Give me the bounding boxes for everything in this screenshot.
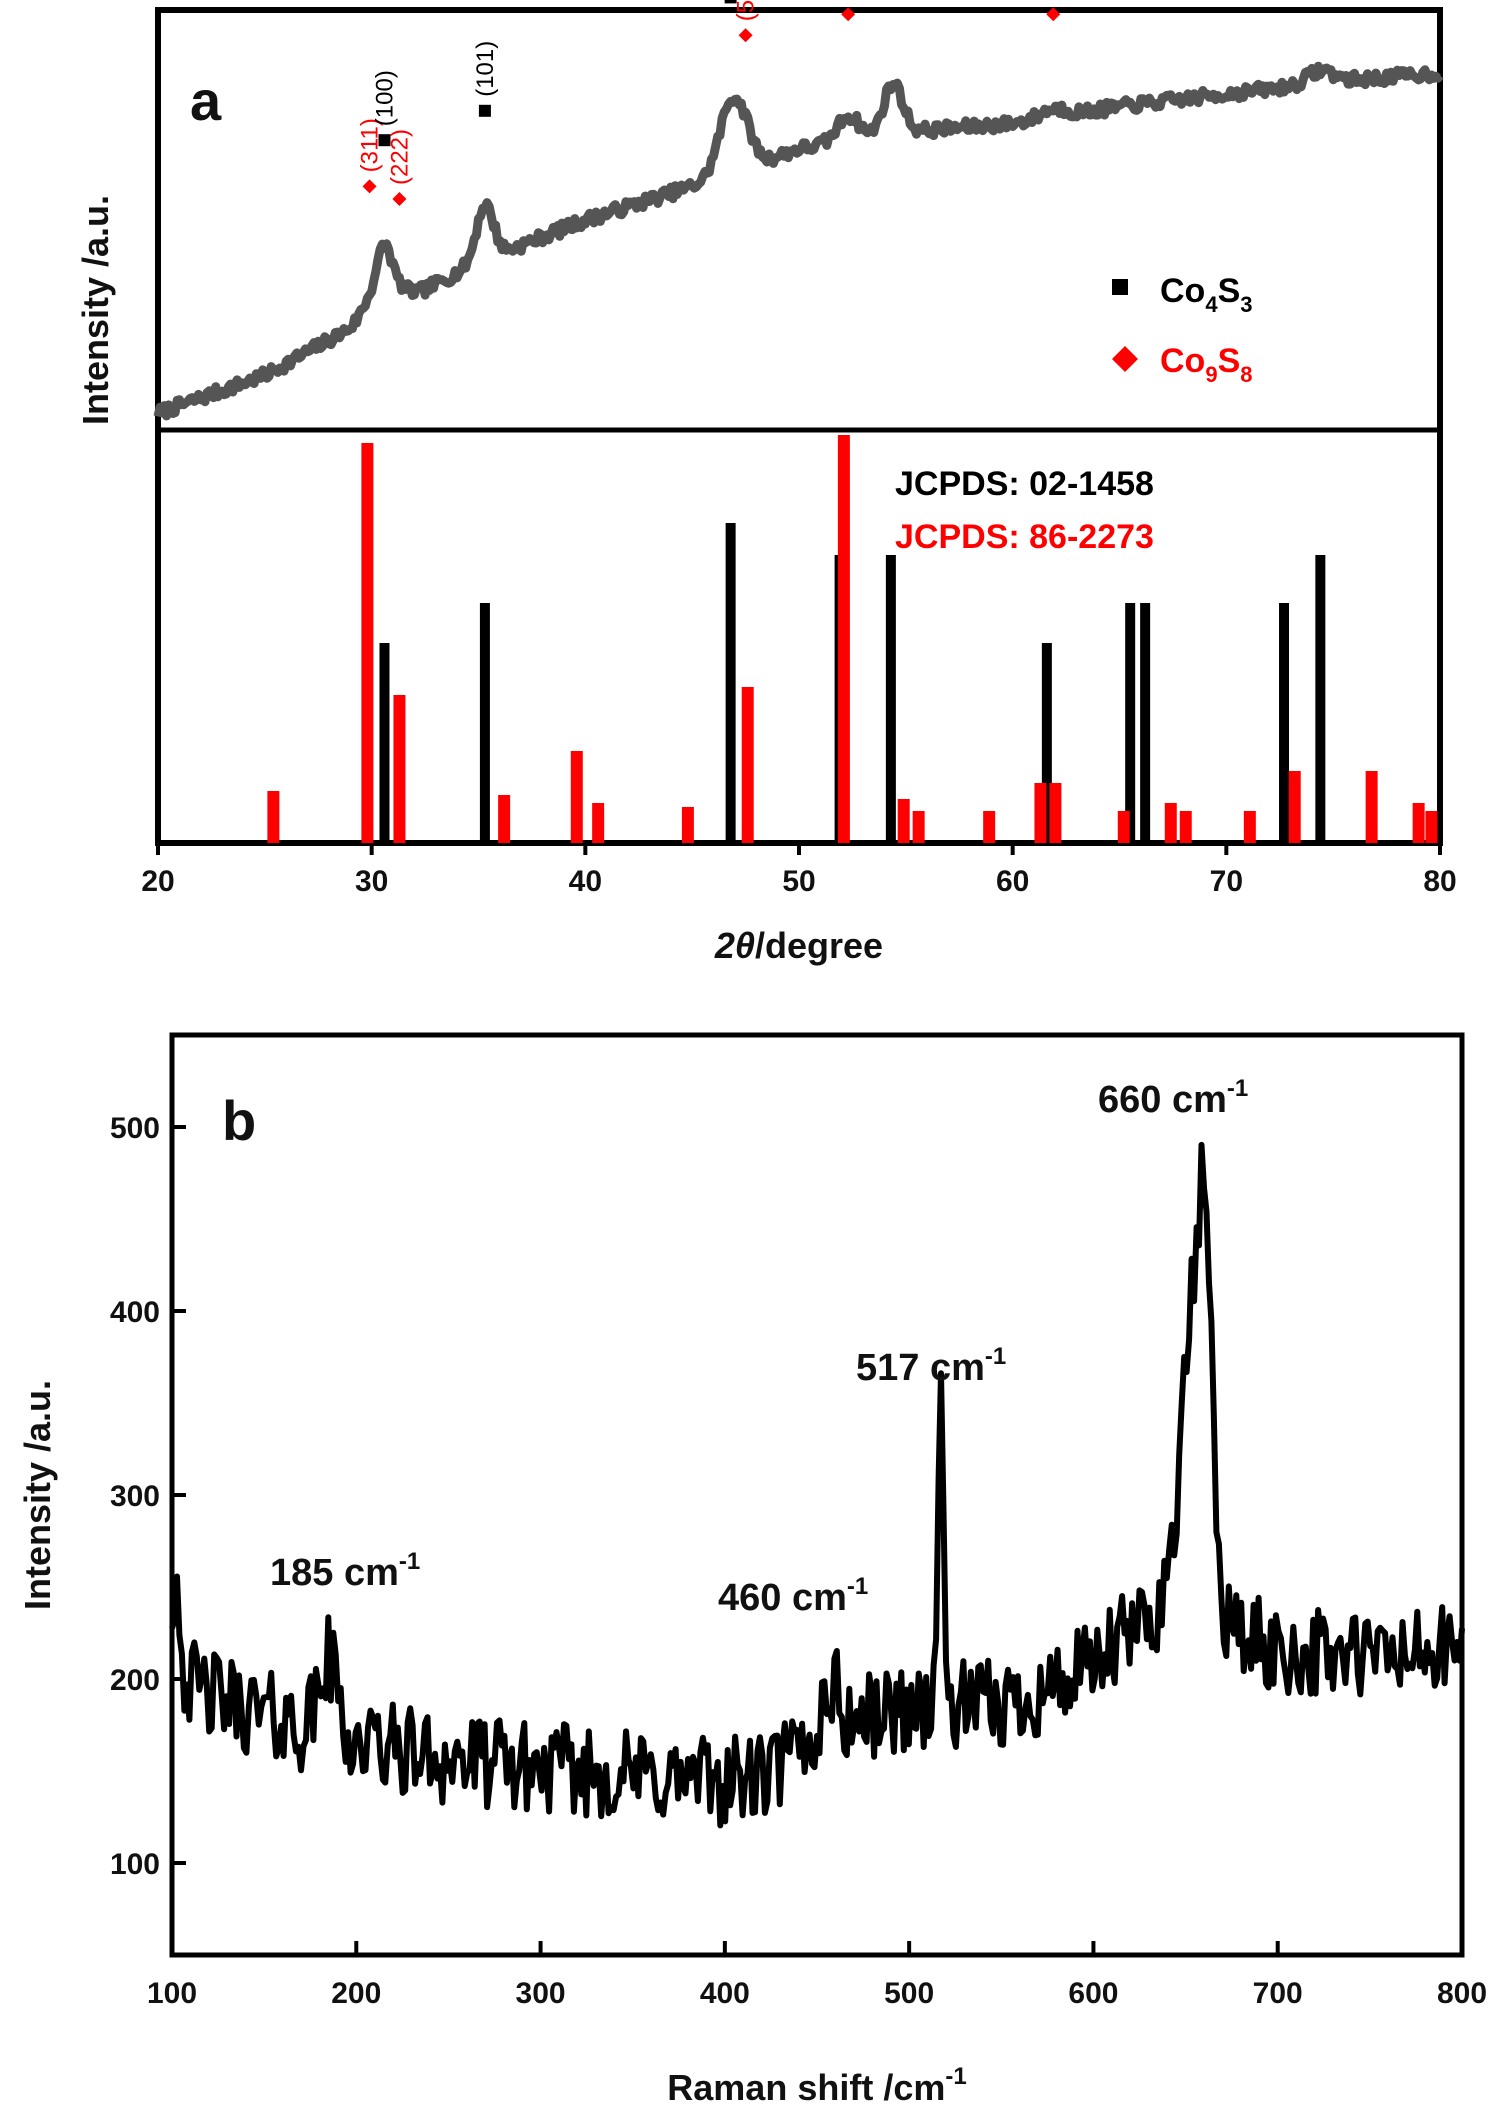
- legend-marker-co4s3: [1112, 279, 1128, 295]
- raman-spectrum: [169, 1141, 1465, 1829]
- reference-bar-co9s8: [1164, 803, 1177, 843]
- reference-bar-co4s3: [379, 643, 390, 843]
- panel-a-letter: a: [190, 69, 222, 132]
- xrd-marker-co4s3: [478, 104, 491, 117]
- xrd-marker-co9s8: [841, 7, 856, 22]
- reference-bar-co4s3: [885, 555, 896, 843]
- x-tick-label: 200: [331, 1977, 381, 2010]
- reference-bar-co9s8: [267, 791, 280, 843]
- reference-bar-co9s8: [1288, 771, 1301, 843]
- y-tick-label: 500: [110, 1112, 160, 1145]
- panel-a-x-ticks: 20 30 40 50 60 70 80: [141, 843, 1457, 898]
- xrd-trace-line: [153, 61, 1444, 421]
- panel-a: a (311)(100)(222)(101)(102)(511)(440)(11…: [75, 0, 1457, 966]
- reference-bar-co9s8: [681, 807, 694, 843]
- panel-b: b 185 cm-1 460 cm-1 517 cm-1 660 cm-1 10…: [17, 1032, 1487, 2108]
- reference-bar-co9s8: [912, 811, 925, 843]
- panel-b-y-ticks: 100 200 300 400 500: [110, 1112, 186, 1881]
- x-tick-label: 700: [1253, 1977, 1303, 2010]
- xrd-peak-label: (311): [357, 118, 384, 172]
- x-tick-label: 40: [569, 865, 602, 898]
- raman-peak-label-185: 185 cm-1: [270, 1548, 420, 1594]
- raman-trace-line: [169, 1141, 1465, 1829]
- xrd-peak-labels: (311)(100)(222)(101)(102)(511)(440)(110)…: [357, 0, 1068, 185]
- xrd-peak-markers: [362, 0, 1061, 206]
- reference-bar-co9s8: [1365, 771, 1378, 843]
- y-tick-label: 200: [110, 1664, 160, 1697]
- xrd-marker-co4s3: [724, 0, 737, 4]
- panel-a-x-axis-title: 2θ/degree: [714, 925, 883, 966]
- reference-bar-co9s8: [1034, 783, 1047, 843]
- x-tick-label: 800: [1437, 1977, 1487, 2010]
- raman-peak-label-660: 660 cm-1: [1098, 1075, 1248, 1121]
- x-tick-label: 50: [782, 865, 815, 898]
- reference-label-co9s8: JCPDS: 86-2273: [895, 518, 1154, 556]
- legend: Co4S3 Co9S8: [1112, 272, 1253, 387]
- panel-b-x-axis-title: Raman shift /cm-1: [667, 2063, 966, 2108]
- legend-label-co9s8: Co9S8: [1160, 342, 1253, 387]
- panel-b-y-axis-title: Intensity /a.u.: [17, 1380, 58, 1610]
- reference-bar-co9s8: [570, 751, 583, 843]
- xrd-marker-co9s8: [738, 28, 753, 43]
- panel-b-x-ticks: 100 200 300 400 500 600 700 800: [147, 1941, 1487, 2010]
- reference-bar-co4s3: [1125, 603, 1136, 843]
- xrd-marker-co9s8: [362, 179, 377, 194]
- xrd-marker-co4s3: [378, 134, 391, 147]
- reference-bar-co4s3: [1140, 603, 1151, 843]
- panel-b-letter: b: [222, 1089, 256, 1152]
- panel-b-frame: [169, 1032, 1465, 1958]
- x-tick-label: 300: [516, 1977, 566, 2010]
- reference-bar-co4s3: [1315, 555, 1326, 843]
- x-tick-label: 80: [1423, 865, 1456, 898]
- reference-bar-co9s8: [1243, 811, 1256, 843]
- reference-bar-co9s8: [1117, 811, 1130, 843]
- y-tick-label: 400: [110, 1296, 160, 1329]
- xrd-peak-label: (101): [472, 41, 499, 97]
- legend-label-co4s3: Co4S3: [1160, 272, 1253, 317]
- xrd-peak-label: (100): [371, 70, 398, 126]
- reference-bar-co9s8: [1425, 811, 1438, 843]
- reference-bar-co9s8: [897, 799, 910, 843]
- reference-bar-co9s8: [837, 435, 850, 843]
- legend-marker-co9s8: [1112, 346, 1138, 372]
- panel-a-y-axis-title: Intensity /a.u.: [75, 195, 116, 425]
- reference-bar-co4s3: [1041, 643, 1052, 843]
- reference-bar-co9s8: [361, 443, 374, 843]
- reference-bar-co4s3: [725, 523, 736, 843]
- reference-label-co4s3: JCPDS: 02-1458: [895, 465, 1154, 503]
- x-tick-label: 600: [1068, 1977, 1118, 2010]
- reference-bar-co9s8: [741, 687, 754, 843]
- panel-a-frame: [155, 7, 1443, 846]
- x-tick-label: 100: [147, 1977, 197, 2010]
- y-tick-label: 100: [110, 1848, 160, 1881]
- reference-bar-co9s8: [1179, 811, 1192, 843]
- reference-bar-co4s3: [479, 603, 490, 843]
- raman-peak-label-517: 517 cm-1: [856, 1343, 1006, 1389]
- reference-bar-co9s8: [1049, 783, 1062, 843]
- reference-bar-co9s8: [498, 795, 511, 843]
- y-tick-label: 300: [110, 1480, 160, 1513]
- xrd-peak-label: (222): [386, 129, 413, 185]
- reference-bar-co9s8: [592, 803, 605, 843]
- xrd-marker-co9s8: [1046, 7, 1061, 22]
- reference-bars: [267, 435, 1438, 843]
- raman-peak-label-460: 460 cm-1: [718, 1573, 868, 1619]
- xrd-peak-label: (511): [733, 0, 760, 21]
- xrd-marker-co9s8: [392, 192, 407, 206]
- x-tick-label: 400: [700, 1977, 750, 2010]
- x-tick-label: 60: [996, 865, 1029, 898]
- reference-bar-co9s8: [1412, 803, 1425, 843]
- x-tick-label: 20: [141, 865, 174, 898]
- x-tick-label: 30: [355, 865, 388, 898]
- x-tick-label: 500: [884, 1977, 934, 2010]
- reference-bar-co4s3: [1279, 603, 1290, 843]
- reference-bar-co9s8: [393, 695, 406, 843]
- x-tick-label: 70: [1210, 865, 1243, 898]
- xrd-pattern: [153, 61, 1444, 421]
- reference-bar-co9s8: [983, 811, 996, 843]
